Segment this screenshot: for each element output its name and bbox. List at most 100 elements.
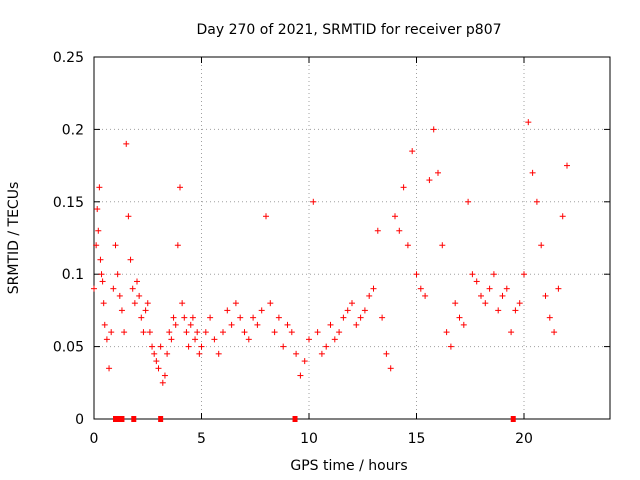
data-point xyxy=(379,314,386,321)
data-point xyxy=(404,242,411,249)
gap-marker xyxy=(113,416,118,422)
gap-marker xyxy=(131,416,137,422)
data-point xyxy=(503,285,510,292)
data-point xyxy=(110,285,117,292)
data-point xyxy=(149,343,156,350)
data-point xyxy=(426,177,433,184)
data-point xyxy=(435,169,441,176)
data-point xyxy=(374,227,381,234)
data-point xyxy=(452,300,459,307)
data-point xyxy=(192,336,199,343)
data-point xyxy=(161,372,168,379)
x-tick-label: 10 xyxy=(300,431,318,447)
data-point xyxy=(297,372,304,379)
data-point xyxy=(267,300,274,307)
data-point xyxy=(258,307,265,314)
data-point xyxy=(123,140,130,147)
y-tick-label: 0.15 xyxy=(53,195,84,211)
data-point xyxy=(202,329,209,336)
data-point xyxy=(392,213,398,220)
data-point xyxy=(465,198,472,205)
data-point xyxy=(164,350,171,357)
data-point xyxy=(177,184,183,191)
x-tick-label: 5 xyxy=(197,431,206,447)
data-point xyxy=(284,321,291,328)
data-point xyxy=(116,292,123,299)
data-point xyxy=(144,300,151,307)
gap-marker xyxy=(292,416,298,422)
data-point xyxy=(275,314,282,321)
data-point xyxy=(542,292,549,299)
data-point xyxy=(98,271,105,278)
data-point xyxy=(185,343,192,350)
data-point xyxy=(529,169,536,176)
data-point xyxy=(241,329,248,336)
data-point xyxy=(114,271,121,278)
data-point xyxy=(245,336,252,343)
data-point xyxy=(387,365,394,372)
gap-marker xyxy=(158,416,164,422)
data-point xyxy=(306,336,312,343)
data-point xyxy=(331,336,338,343)
data-point xyxy=(357,314,364,321)
data-point xyxy=(555,285,562,292)
data-points xyxy=(91,119,570,386)
chart-title: Day 270 of 2021, SRMTID for receiver p80… xyxy=(196,22,501,38)
gap-marker xyxy=(119,416,125,422)
data-point xyxy=(551,329,558,336)
data-point xyxy=(263,213,269,220)
data-point xyxy=(293,350,300,357)
data-point xyxy=(323,343,330,350)
data-point xyxy=(280,343,287,350)
data-point xyxy=(198,343,205,350)
data-point xyxy=(310,198,317,205)
data-point xyxy=(166,329,173,336)
data-point xyxy=(516,300,523,307)
data-point xyxy=(564,162,570,169)
data-point xyxy=(153,358,160,365)
data-point xyxy=(327,321,334,328)
data-point xyxy=(521,271,527,278)
data-point xyxy=(344,307,351,314)
data-point xyxy=(336,329,343,336)
data-point xyxy=(97,256,104,263)
data-point xyxy=(170,314,177,321)
x-axis-label: GPS time / hours xyxy=(290,458,407,474)
data-point xyxy=(172,321,179,328)
data-point xyxy=(183,329,190,336)
data-point xyxy=(525,119,532,126)
data-point xyxy=(301,358,308,365)
data-point xyxy=(456,314,463,321)
data-point xyxy=(417,285,424,292)
data-point xyxy=(146,329,153,336)
data-point xyxy=(490,271,497,278)
data-point xyxy=(469,271,476,278)
data-point xyxy=(271,329,278,336)
gap-marker xyxy=(510,416,516,422)
data-point xyxy=(383,350,390,357)
data-point xyxy=(159,379,166,386)
data-point xyxy=(168,336,175,343)
data-point xyxy=(533,198,540,205)
data-point xyxy=(353,321,360,328)
x-tick-label: 15 xyxy=(408,431,426,447)
data-point xyxy=(118,307,125,314)
data-point xyxy=(112,242,119,249)
data-point xyxy=(129,285,136,292)
data-point xyxy=(196,350,203,357)
data-point xyxy=(93,242,100,249)
data-point xyxy=(340,314,347,321)
data-point xyxy=(174,242,181,249)
data-point xyxy=(318,350,325,357)
data-point xyxy=(361,307,368,314)
data-point xyxy=(108,329,115,336)
data-point xyxy=(103,336,110,343)
data-point xyxy=(512,307,519,314)
data-point xyxy=(447,343,454,350)
data-point xyxy=(486,285,493,292)
x-tick-label: 0 xyxy=(90,431,99,447)
data-point xyxy=(349,300,355,307)
data-point xyxy=(189,314,196,321)
y-tick-label: 0.1 xyxy=(62,267,84,283)
